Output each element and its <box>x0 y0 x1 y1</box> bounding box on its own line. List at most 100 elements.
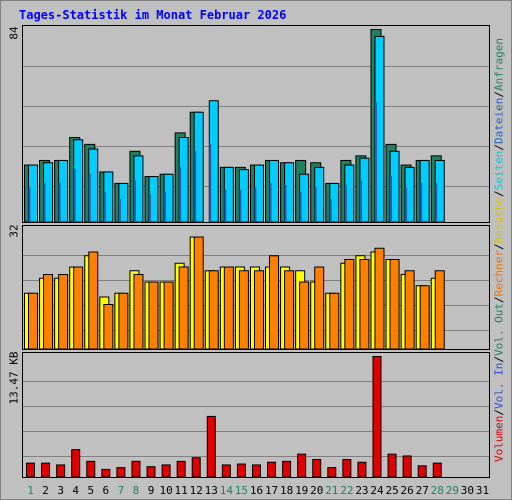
legend-entry-volumen: Volumen <box>492 415 506 462</box>
bar-volumen-day-3 <box>56 464 66 478</box>
bar-rechner-day-8 <box>133 274 144 350</box>
bar-volumen-day-8 <box>131 460 141 478</box>
bar-dateien-day-11 <box>179 166 182 222</box>
bar-volumen-day-9 <box>146 466 156 478</box>
x-tick-label-day-18: 18 <box>280 484 293 497</box>
bar-dateien-day-15 <box>239 189 242 222</box>
bar-volumen-day-11 <box>176 460 186 478</box>
x-tick-label-day-31: 31 <box>476 484 489 497</box>
x-tick-label-day-25: 25 <box>385 484 398 497</box>
bar-dateien-day-4 <box>73 169 76 222</box>
bar-volumen-day-22 <box>342 459 352 478</box>
legend-entry-vol-in: Vol. In <box>492 362 506 409</box>
bar-dateien-day-24 <box>374 102 377 222</box>
bar-dateien-day-3 <box>58 182 61 222</box>
legend-entry-anfragen: Anfragen <box>492 38 506 92</box>
x-tick-label-day-20: 20 <box>310 484 323 497</box>
bar-rechner-day-15 <box>238 270 249 350</box>
bar-dateien-day-12 <box>194 150 197 222</box>
bar-volumen-day-27 <box>417 465 427 478</box>
bottom-panel <box>22 352 490 478</box>
bar-dateien-day-23 <box>359 180 362 222</box>
bar-rechner-day-21 <box>329 292 340 350</box>
bar-rechner-day-1 <box>28 292 38 350</box>
x-tick-label-day-24: 24 <box>370 484 384 497</box>
bar-volumen-day-7 <box>116 467 126 478</box>
x-tick-label-day-10: 10 <box>159 484 172 497</box>
bar-rechner-day-20 <box>314 266 325 350</box>
x-tick-label-day-14: 14 <box>220 484 234 497</box>
bar-volumen-day-25 <box>387 453 397 478</box>
bar-volumen-day-12 <box>191 457 201 478</box>
x-tick-label-day-30: 30 <box>461 484 474 497</box>
bar-rechner-day-2 <box>43 274 54 350</box>
bar-volumen-day-5 <box>86 460 96 478</box>
x-tick-label-day-13: 13 <box>205 484 218 497</box>
bar-volumen-day-23 <box>357 461 367 478</box>
bar-dateien-day-18 <box>284 185 287 222</box>
bar-dateien-day-26 <box>405 187 408 222</box>
bar-volumen-day-18 <box>282 460 292 478</box>
bar-dateien-day-25 <box>390 176 393 222</box>
bar-rechner-day-4 <box>73 266 84 350</box>
bar-dateien-day-16 <box>254 187 257 222</box>
bar-dateien-day-13 <box>209 143 212 222</box>
legend-separator: / <box>492 355 506 363</box>
bar-dateien-day-21 <box>329 199 332 222</box>
x-tick-label-day-16: 16 <box>250 484 263 497</box>
legend-entry-dateien: Dateien <box>492 97 506 145</box>
x-tick-label-day-28: 28 <box>431 484 444 497</box>
bar-volumen-day-20 <box>312 459 322 478</box>
bar-rechner-day-22 <box>344 259 355 350</box>
bar-dateien-day-28 <box>435 182 438 222</box>
bar-volumen-day-14 <box>221 464 231 478</box>
bar-rechner-day-7 <box>118 292 129 350</box>
bar-rechner-day-17 <box>269 255 280 350</box>
x-tick-label-day-15: 15 <box>235 484 248 497</box>
x-tick-label-day-1: 1 <box>27 484 34 497</box>
chart-title: Tages-Statistik im Monat Februar 2026 <box>19 8 287 22</box>
bar-rechner-day-25 <box>389 259 400 350</box>
x-tick-label-day-4: 4 <box>72 484 79 497</box>
bar-dateien-day-5 <box>88 173 91 222</box>
bar-rechner-day-14 <box>223 266 234 350</box>
bar-dateien-day-20 <box>314 187 317 222</box>
bar-rechner-day-16 <box>253 270 264 350</box>
bar-rechner-day-27 <box>419 285 430 350</box>
x-tick-label-day-5: 5 <box>87 484 94 497</box>
x-tick-label-day-17: 17 <box>265 484 278 497</box>
bar-rechner-day-28 <box>434 270 445 350</box>
bar-volumen-day-4 <box>71 449 81 478</box>
x-tick-label-day-3: 3 <box>57 484 64 497</box>
bar-dateien-day-9 <box>149 194 152 222</box>
legend-separator: / <box>492 408 506 416</box>
bar-volumen-day-24 <box>372 356 382 478</box>
legend-separator: / <box>492 243 506 251</box>
legend-entry-rechner: Rechner <box>492 250 506 297</box>
legend-separator: / <box>492 91 506 98</box>
x-tick-label-day-27: 27 <box>416 484 429 497</box>
x-tick-label-day-26: 26 <box>401 484 414 497</box>
bar-volumen-day-28 <box>432 462 442 478</box>
bar-volumen-day-16 <box>251 464 261 478</box>
bar-volumen-day-10 <box>161 464 171 478</box>
bar-dateien-day-10 <box>164 192 167 222</box>
legend-entry-seiten: Seiten <box>492 150 506 191</box>
bar-rechner-day-26 <box>404 270 415 350</box>
x-tick-label-day-21: 21 <box>325 484 338 497</box>
bar-dateien-day-27 <box>420 182 423 222</box>
x-tick-label-day-7: 7 <box>118 484 125 497</box>
x-tick-label-day-11: 11 <box>175 484 188 497</box>
bar-dateien-day-14 <box>224 189 227 222</box>
bar-rechner-day-9 <box>148 281 159 350</box>
bar-dateien-day-6 <box>103 192 106 222</box>
bar-rechner-day-18 <box>284 270 295 350</box>
x-tick-label-day-29: 29 <box>446 484 459 497</box>
bar-dateien-day-2 <box>43 182 46 222</box>
bar-volumen-day-15 <box>236 463 246 478</box>
bar-rechner-day-11 <box>178 266 189 350</box>
bar-rechner-day-24 <box>374 247 385 350</box>
bar-dateien-day-22 <box>344 185 347 222</box>
